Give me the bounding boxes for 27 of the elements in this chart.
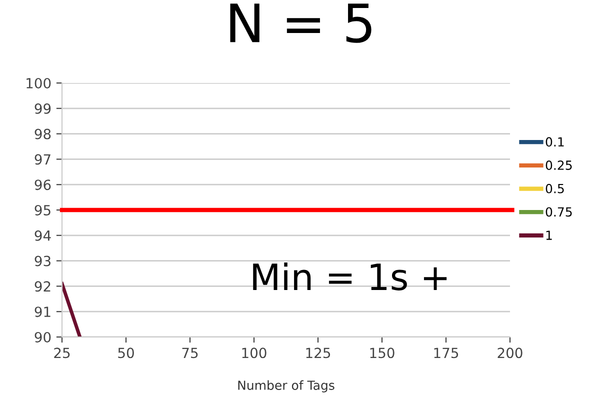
y-tick-label: 99 [34, 103, 51, 114]
x-tick-label: 25 [54, 348, 70, 358]
x-tick-label: 100 [242, 348, 266, 358]
legend-label: 1 [546, 230, 552, 240]
y-tick-label: 97 [34, 154, 50, 165]
legend-label: 0.1 [546, 137, 564, 147]
x-tick-label: 125 [306, 348, 330, 358]
x-tick-label: 200 [498, 348, 522, 358]
y-tick-label: 92 [34, 281, 50, 292]
y-tick-label: 90 [34, 332, 51, 342]
legend-label: 0.5 [546, 184, 564, 194]
y-tick-label: 93 [34, 256, 50, 266]
x-tick-label: 75 [182, 348, 198, 358]
y-tick-label: 96 [34, 180, 51, 190]
y-tick-label: 98 [34, 128, 51, 140]
chart-title: N = 5 [230, 4, 372, 43]
y-tick-label: 94 [34, 230, 51, 241]
x-tick-label: 50 [118, 348, 134, 358]
x-tick-label: 150 [370, 348, 394, 358]
y-tick-label: 100 [26, 78, 51, 88]
y-tick-label: 95 [34, 204, 50, 216]
annotation: Min = 1s + [253, 262, 447, 290]
legend-label: 0.25 [546, 160, 572, 170]
y-tick-label: 91 [34, 306, 50, 318]
x-tick-label: 175 [434, 348, 458, 358]
legend-label: 0.75 [546, 207, 572, 217]
x-axis-title: Number of Tags [238, 380, 334, 392]
